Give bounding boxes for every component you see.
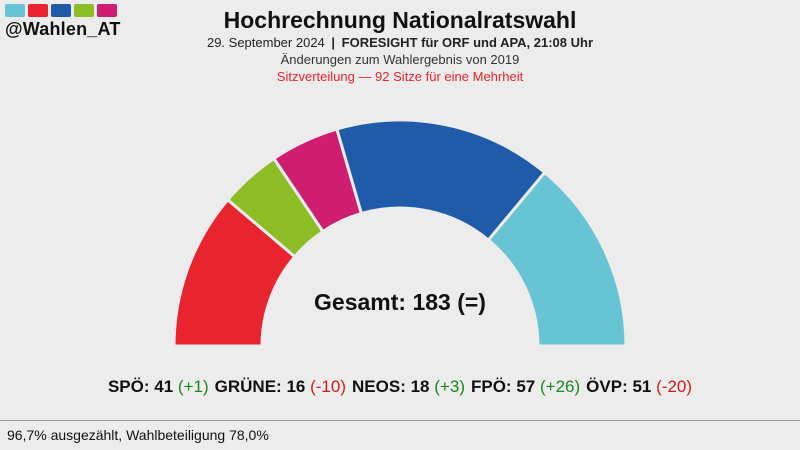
legend-seat-change: (+3) xyxy=(434,377,465,396)
subtitle-separator: | xyxy=(331,35,336,50)
brand-block: @Wahlen_AT xyxy=(5,4,145,40)
color-swatch xyxy=(28,4,48,17)
subtitle: 29. September 2024 | FORESIGHT für ORF u… xyxy=(0,34,800,51)
legend-seat-count: 51 xyxy=(632,377,652,396)
footer-status: 96,7% ausgezählt, Wahlbeteiligung 78,0% xyxy=(0,420,800,450)
changes-note: Änderungen zum Wahlergebnis von 2019 xyxy=(280,52,520,67)
legend-party-name: GRÜNE: xyxy=(214,377,282,396)
subtitle-date: 29. September 2024 xyxy=(206,35,325,50)
legend-party-name: NEOS: xyxy=(352,377,406,396)
legend-party-name: ÖVP: xyxy=(586,377,628,396)
color-swatch xyxy=(97,4,117,17)
legend-seat-change: (+1) xyxy=(177,377,209,396)
legend-item-spö: SPÖ: 41 (+1) xyxy=(108,377,209,397)
legend-seat-count: 41 xyxy=(154,377,174,396)
total-seats-label: Gesamt: 183 (=) xyxy=(314,289,486,315)
chart-arcs xyxy=(172,118,628,348)
color-swatch xyxy=(51,4,71,17)
legend-item-neos: NEOS: 18 (+3) xyxy=(352,377,465,397)
legend-seat-change: (-10) xyxy=(310,377,347,396)
majority-note: Sitzverteilung — 92 Sitze für eine Mehrh… xyxy=(276,69,524,84)
legend-seat-change: (+26) xyxy=(539,377,581,396)
header: Hochrechnung Nationalratswahl 29. Septem… xyxy=(0,6,800,85)
legend-item-grüne: GRÜNE: 16 (-10) xyxy=(215,377,346,397)
color-swatches xyxy=(5,4,145,17)
color-swatch xyxy=(74,4,94,17)
twitter-handle: @Wahlen_AT xyxy=(5,19,121,39)
legend-item-övp: ÖVP: 51 (-20) xyxy=(586,377,692,397)
subtitle-source: FORESIGHT für ORF und APA, 21:08 Uhr xyxy=(341,35,594,50)
legend-seat-change: (-20) xyxy=(656,377,693,396)
legend-party-name: SPÖ: xyxy=(107,377,150,396)
legend-item-fpö: FPÖ: 57 (+26) xyxy=(471,377,580,397)
legend-party-name: FPÖ: xyxy=(470,377,512,396)
legend-seat-count: 18 xyxy=(410,377,430,396)
color-swatch xyxy=(5,4,25,17)
arc-segment-övp xyxy=(486,170,628,348)
page-title: Hochrechnung Nationalratswahl xyxy=(223,7,577,33)
legend-seat-count: 16 xyxy=(286,377,306,396)
legend-seat-count: 57 xyxy=(516,377,536,396)
chart-legend: SPÖ: 41 (+1) GRÜNE: 16 (-10) NEOS: 18 (+3)… xyxy=(0,377,800,397)
